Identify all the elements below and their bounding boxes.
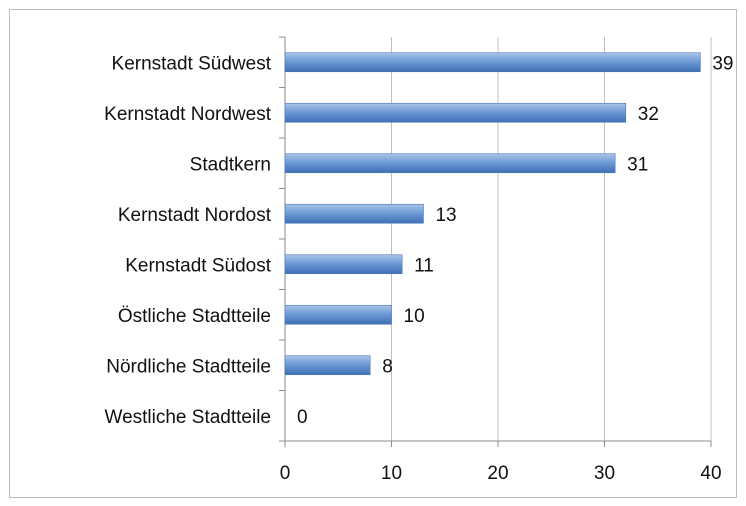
bar-4 xyxy=(284,254,403,275)
x-tick-label: 20 xyxy=(487,463,508,484)
bar-6 xyxy=(284,355,371,376)
category-label: Östliche Stadtteile xyxy=(118,306,271,327)
chart-frame: 0 10 20 30 40 Kernstadt Südwest 39 Kernstadt No… xyxy=(9,9,737,498)
category-label: Kernstadt Nordwest xyxy=(104,104,272,125)
category-label: Stadtkern xyxy=(190,154,271,175)
x-tick-label: 10 xyxy=(381,463,402,484)
grid-lines xyxy=(391,37,712,441)
bar-5 xyxy=(284,304,392,325)
data-label: 10 xyxy=(404,306,425,327)
category-label: Kernstadt Südwest xyxy=(112,53,272,74)
bar-3 xyxy=(284,203,424,224)
data-label: 31 xyxy=(627,154,648,175)
data-label: 32 xyxy=(638,104,659,125)
data-label: 11 xyxy=(414,255,434,276)
category-label: Westliche Stadtteile xyxy=(104,407,271,428)
bars xyxy=(284,52,701,376)
bar-2 xyxy=(284,153,616,174)
data-label: 8 xyxy=(382,356,393,377)
category-label: Kernstadt Südost xyxy=(125,255,271,276)
bar-chart: 0 10 20 30 40 Kernstadt Südwest 39 Kernstadt No… xyxy=(104,36,733,484)
axes xyxy=(279,36,712,447)
category-label: Nördliche Stadtteile xyxy=(106,356,271,377)
data-label: 39 xyxy=(712,53,733,74)
x-tick-label: 40 xyxy=(700,463,721,484)
x-tick-label: 30 xyxy=(594,463,615,484)
bar-0 xyxy=(284,52,701,73)
category-label: Kernstadt Nordost xyxy=(118,205,272,226)
data-label: 13 xyxy=(435,205,456,226)
labels: 0 10 20 30 40 Kernstadt Südwest 39 Kernstadt No… xyxy=(104,53,733,484)
data-label: 0 xyxy=(297,407,308,428)
bar-1 xyxy=(284,102,627,123)
x-tick-label: 0 xyxy=(280,463,291,484)
